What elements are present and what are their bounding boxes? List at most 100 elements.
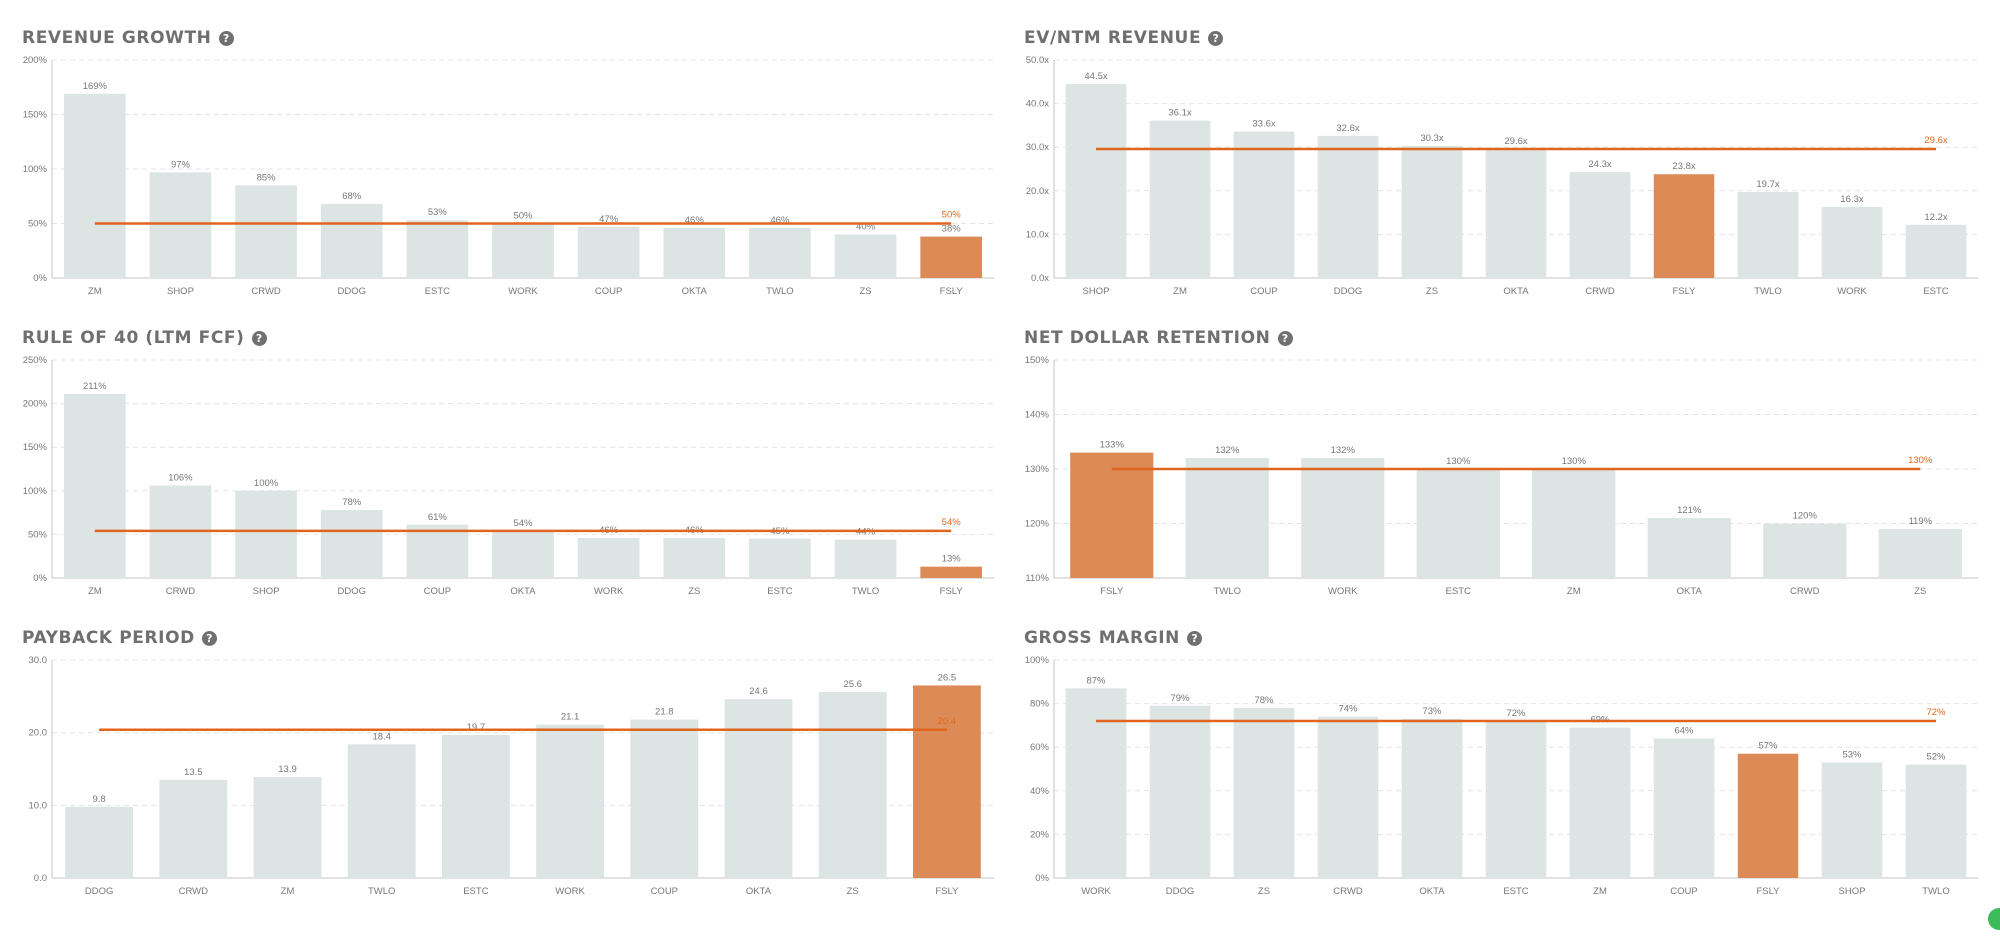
data-label: 44.5x: [1084, 71, 1107, 82]
data-label: 211%: [83, 381, 107, 392]
x-tick-label: ZM: [1567, 586, 1581, 597]
data-label: 9.8: [92, 794, 105, 805]
average-label: 72%: [1926, 707, 1946, 718]
x-tick-label: ZS: [859, 286, 871, 297]
average-label: 130%: [1908, 455, 1933, 466]
chart-title: EV/NTM REVENUE ?: [1024, 26, 1224, 50]
help-icon[interactable]: ?: [1208, 30, 1224, 46]
x-tick-label: WORK: [1081, 886, 1111, 897]
y-tick-label: 80%: [1030, 699, 1050, 710]
x-tick-label: SHOP: [1083, 286, 1110, 297]
bar-work: [1065, 688, 1127, 878]
chart-title: GROSS MARGIN ?: [1024, 626, 1203, 650]
chart-ev-ntm-revenue: 0.0x 10.0x 20.0x 30.0x 40.0x 50.0x 44.5x SHOP 36…: [1026, 55, 1978, 297]
bar-okta: [1647, 518, 1731, 578]
y-tick-label: 200%: [23, 55, 48, 66]
data-label: 78%: [342, 497, 362, 508]
y-tick-label: 140%: [1025, 410, 1050, 421]
average-label: 54%: [942, 517, 962, 528]
y-tick-label: 100%: [23, 164, 48, 175]
bar-coup: [1233, 131, 1295, 278]
help-icon[interactable]: ?: [218, 30, 234, 46]
x-tick-label: COUP: [595, 286, 622, 297]
x-tick-label: DDOG: [85, 886, 114, 897]
data-label: 19.7: [467, 722, 486, 733]
data-label: 106%: [168, 473, 193, 484]
chart-title-text: EV/NTM REVENUE: [1024, 28, 1202, 48]
data-label: 18.4: [372, 731, 391, 742]
x-tick-label: WORK: [555, 886, 585, 897]
x-tick-label: FSLY: [1672, 286, 1696, 297]
chart-title-text: RULE OF 40 (LTM FCF): [22, 328, 245, 348]
y-tick-label: 130%: [1025, 464, 1050, 475]
help-icon[interactable]: ?: [1277, 330, 1293, 346]
data-label: 79%: [1170, 693, 1190, 704]
data-label: 13.9: [278, 764, 297, 775]
data-label: 78%: [1254, 695, 1274, 706]
data-label: 130%: [1446, 456, 1471, 467]
x-tick-label: SHOP: [167, 286, 194, 297]
bar-zs: [1233, 707, 1295, 878]
bar-ddog: [1149, 705, 1211, 878]
data-label: 47%: [599, 214, 619, 225]
y-tick-label: 0%: [33, 273, 47, 284]
data-label: 46%: [685, 215, 705, 226]
x-tick-label: ESTC: [425, 286, 450, 297]
data-label: 132%: [1331, 445, 1356, 456]
x-tick-label: DDOG: [1334, 286, 1363, 297]
data-label: 46%: [770, 215, 790, 226]
data-label: 40%: [856, 221, 876, 232]
bar-estc: [1416, 469, 1500, 578]
help-icon[interactable]: ?: [1187, 630, 1203, 646]
bar-zm: [253, 776, 322, 878]
data-label: 73%: [1422, 706, 1442, 717]
y-tick-label: 0%: [1035, 873, 1049, 884]
bar-shop: [1821, 762, 1883, 878]
data-label: 53%: [1842, 749, 1862, 760]
y-tick-label: 100%: [1025, 655, 1050, 666]
x-tick-label: OKTA: [682, 286, 708, 297]
data-label: 32.6x: [1336, 123, 1359, 134]
x-tick-label: OKTA: [510, 586, 536, 597]
x-tick-label: WORK: [508, 286, 538, 297]
y-tick-label: 0%: [33, 573, 47, 584]
y-tick-label: 40%: [1030, 786, 1050, 797]
y-tick-label: 20%: [1030, 829, 1050, 840]
chart-gross-margin: 0% 20% 40% 60% 80% 100% 87% WORK 79% DDOG 78% ZS 74%…: [1025, 655, 1978, 897]
bar-fsly: [1070, 452, 1154, 578]
data-label: 21.8: [655, 707, 674, 718]
x-tick-label: ZS: [688, 586, 700, 597]
y-tick-label: 40.0x: [1026, 99, 1049, 110]
data-label: 61%: [428, 512, 448, 523]
bar-work: [536, 724, 605, 878]
x-tick-label: WORK: [1837, 286, 1867, 297]
x-tick-label: CRWD: [179, 886, 209, 897]
bar-estc: [749, 538, 811, 578]
bar-twlo: [749, 227, 811, 278]
x-tick-label: FSLY: [940, 286, 964, 297]
bar-zs: [834, 234, 897, 278]
chart-title: NET DOLLAR RETENTION ?: [1024, 326, 1293, 350]
bar-work: [1821, 206, 1883, 278]
help-icon[interactable]: ?: [251, 330, 267, 346]
y-tick-label: 250%: [23, 355, 48, 366]
bar-fsly: [912, 685, 981, 878]
help-icon[interactable]: ?: [201, 630, 217, 646]
x-tick-label: CRWD: [1585, 286, 1615, 297]
bar-crwd: [159, 779, 228, 878]
average-label: 20.4: [938, 716, 957, 727]
bar-ddog: [1317, 135, 1379, 278]
x-tick-label: ESTC: [1923, 286, 1948, 297]
data-label: 52%: [1926, 752, 1946, 763]
data-label: 23.8x: [1672, 161, 1695, 172]
chart-title: PAYBACK PERIOD ?: [22, 626, 217, 650]
panel-ev-ntm-revenue: EV/NTM REVENUE ? 0.0x 10.0x 20.0x 30.0x 40.0…: [1024, 26, 1978, 306]
y-tick-label: 150%: [23, 110, 48, 121]
bar-okta: [1401, 718, 1463, 878]
x-tick-label: TWLO: [852, 586, 879, 597]
bar-fsly: [920, 236, 983, 278]
bar-zm: [63, 394, 126, 578]
data-label: 36.1x: [1168, 108, 1191, 119]
data-label: 21.1: [561, 712, 580, 723]
x-tick-label: OKTA: [1419, 886, 1445, 897]
